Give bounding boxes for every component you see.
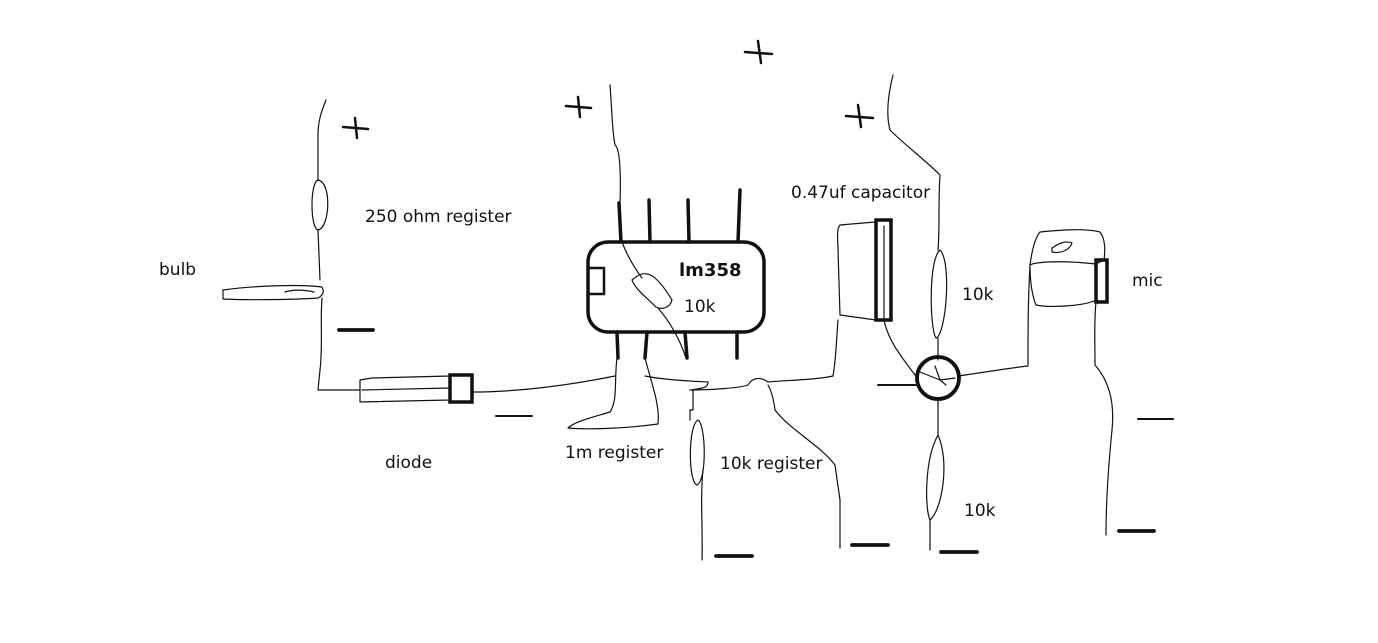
mic <box>1029 229 1174 536</box>
label-resistor-10k-bottom: 10k <box>964 501 996 521</box>
diode-band <box>448 373 474 404</box>
ic-body <box>586 240 766 334</box>
resistor-1m-shape <box>567 357 659 430</box>
label-resistor-1m: 1m register <box>565 443 664 463</box>
ic-pin-bottom-1 <box>615 330 620 360</box>
plus-sign-right-v <box>856 103 863 129</box>
diode-body <box>359 375 451 403</box>
label-bulb: bulb <box>159 260 197 280</box>
resistor-10k-top-shape <box>930 249 948 339</box>
wire-capacitor-down <box>832 319 916 377</box>
wire-left-vertical <box>317 99 361 391</box>
wire-diode-to-ic <box>471 375 616 393</box>
ic-pin-bottom-3 <box>683 330 689 360</box>
wire-mic-down <box>1094 301 1114 536</box>
ic-notch <box>586 266 606 296</box>
label-capacitor: 0.47uf capacitor <box>791 183 931 203</box>
plus-sign-ic-v <box>576 95 582 119</box>
plus-sign-left-v <box>353 116 359 140</box>
ic-pin-bottom-2 <box>643 330 649 360</box>
wire-transistor-to-mic <box>958 264 1031 377</box>
wire-top-right <box>887 74 941 251</box>
mic-body <box>1029 229 1106 307</box>
plus-sign-top-v <box>756 39 763 65</box>
label-diode: diode <box>385 453 433 473</box>
ic-pin-top-4 <box>736 188 742 244</box>
ic-inner-wire <box>621 241 687 359</box>
capacitor <box>832 218 916 377</box>
resistor-10k-bottom-shape <box>926 434 945 521</box>
mic-plate <box>1094 258 1109 304</box>
label-resistor-250: 250 ohm register <box>365 207 512 227</box>
wire-top-ic <box>609 84 621 204</box>
left-branch <box>222 99 616 417</box>
bulb-shape <box>222 284 324 301</box>
ic-pin-top-2 <box>647 198 652 244</box>
label-resistor-10k-top: 10k <box>962 285 994 305</box>
resistor-250-shape <box>311 179 329 231</box>
wire-10k-register <box>689 389 704 561</box>
middle-branch <box>644 39 890 561</box>
transistor-section <box>844 74 1031 554</box>
resistor-10k-shape <box>689 419 705 486</box>
transistor-inner <box>919 365 956 386</box>
capacitor-body <box>836 221 877 321</box>
label-resistor-10k: 10k register <box>720 454 823 474</box>
wire-ic-to-cap <box>644 375 834 391</box>
label-ic: lm358 <box>679 260 742 281</box>
ic-pin-top-1 <box>617 201 623 244</box>
ic-lm358 <box>564 84 766 360</box>
ic-pin-top-3 <box>686 198 691 244</box>
label-mic: mic <box>1132 271 1163 291</box>
wire-right-of-10k <box>767 384 841 549</box>
mic-inner <box>1051 241 1073 254</box>
resistor-1m <box>567 357 659 430</box>
ic-inner-resistor-shape <box>631 273 673 309</box>
label-ic-inner-resistor: 10k <box>684 297 716 317</box>
